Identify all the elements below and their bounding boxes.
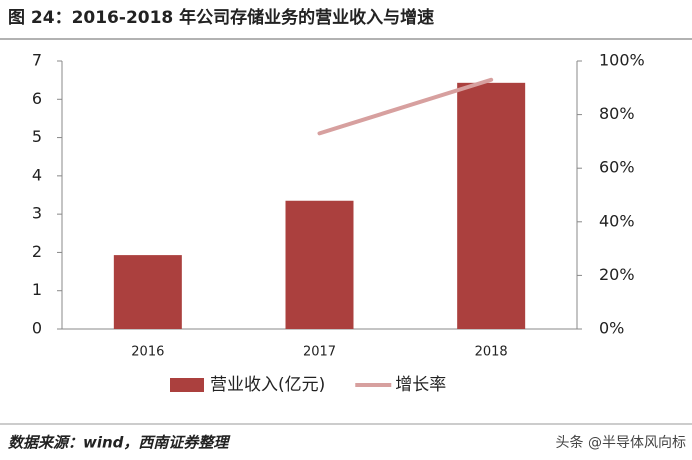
- y-tick-label: 6: [32, 89, 42, 108]
- y-tick-label: 2: [32, 242, 42, 261]
- y-tick-label: 1: [32, 280, 42, 299]
- y2-tick-label: 20%: [599, 265, 635, 284]
- source-note: 数据来源：wind，西南证券整理: [8, 434, 231, 452]
- y2-tick-label: 80%: [599, 104, 635, 123]
- x-tick-label: 2017: [303, 345, 336, 360]
- bar: [457, 82, 526, 329]
- legend-label: 增长率: [395, 375, 446, 395]
- bar: [285, 200, 354, 329]
- y2-tick-label: 40%: [599, 211, 635, 230]
- legend-swatch: [170, 378, 204, 392]
- y2-tick-label: 100%: [599, 51, 645, 70]
- legend-label: 营业收入(亿元): [210, 375, 325, 395]
- line: [317, 77, 494, 136]
- y2-tick-label: 0%: [599, 319, 624, 338]
- watermark: 头条 @半导体风向标: [556, 434, 686, 451]
- y-tick-label: 0: [32, 319, 42, 338]
- y-tick-label: 5: [32, 127, 42, 146]
- y-tick-label: 4: [32, 165, 42, 184]
- x-tick-label: 2018: [475, 345, 508, 360]
- y2-tick-label: 60%: [599, 158, 635, 177]
- y-tick-label: 3: [32, 204, 42, 223]
- y-tick-label: 7: [32, 51, 42, 70]
- chart-title: 图 24：2016-2018 年公司存储业务的营业收入与增速: [8, 7, 434, 28]
- x-tick-label: 2016: [131, 345, 164, 360]
- bar: [113, 255, 182, 329]
